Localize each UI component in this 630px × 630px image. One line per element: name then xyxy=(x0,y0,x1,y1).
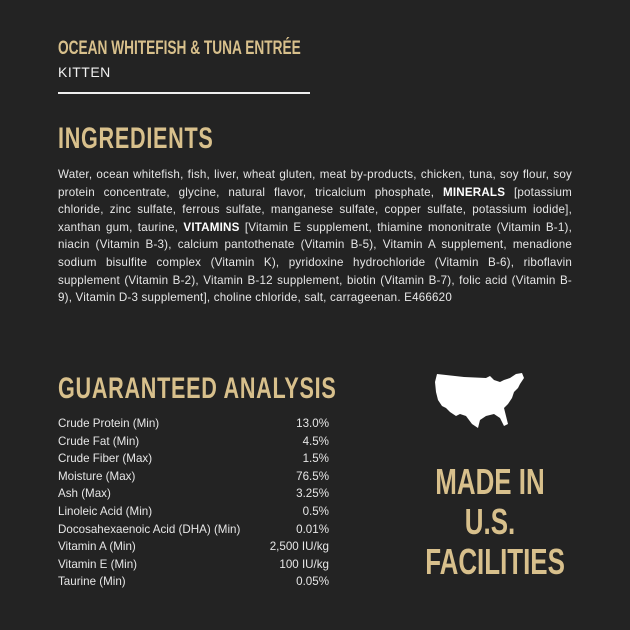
analysis-row: Crude Protein (Min) 13.0% xyxy=(58,415,329,433)
analysis-value: 0.01% xyxy=(296,522,329,536)
analysis-value: 3.25% xyxy=(296,487,329,501)
ingredients-text: Water, ocean whitefish, fish, liver, whe… xyxy=(58,166,572,307)
ingredients-part3: [Vitamin E supplement, thiamine mononitr… xyxy=(58,220,573,305)
ingredients-heading: INGREDIENTS xyxy=(58,122,214,155)
analysis-value: 76.5% xyxy=(296,469,329,483)
ingredients-part2: [potassium chloride, zinc sulfate, ferro… xyxy=(58,185,573,234)
analysis-label: Crude Protein (Min) xyxy=(58,417,160,430)
analysis-value: 0.05% xyxy=(296,575,329,589)
analysis-row: Moisture (Max) 76.5% xyxy=(58,468,329,486)
analysis-value: 0.5% xyxy=(302,504,329,518)
vitamins-label: VITAMINS xyxy=(183,220,240,234)
analysis-label: Ash (Max) xyxy=(58,487,111,501)
analysis-value: 4.5% xyxy=(302,434,329,448)
divider xyxy=(58,92,310,94)
analysis-value: 100 IU/kg xyxy=(279,557,329,571)
analysis-value: 1.5% xyxy=(302,452,329,466)
analysis-row: Ash (Max) 3.25% xyxy=(58,485,329,503)
analysis-label: Crude Fiber (Max) xyxy=(58,452,153,466)
analysis-row: Docosahexaenoic Acid (DHA) (Min) 0.01% xyxy=(58,521,329,539)
analysis-row: Vitamin A (Min) 2,500 IU/kg xyxy=(58,538,329,556)
product-title: OCEAN WHITEFISH & TUNA ENTRÉE xyxy=(58,38,301,59)
analysis-heading: GUARANTEED ANALYSIS xyxy=(58,372,337,405)
minerals-label: MINERALS xyxy=(443,185,506,199)
analysis-label: Taurine (Min) xyxy=(58,575,126,589)
made-in-line-2: U.S. xyxy=(464,501,516,542)
usa-map-icon xyxy=(435,373,524,428)
product-subtitle: KITTEN xyxy=(58,64,111,80)
made-in-usa-badge: MADE IN U.S. FACILITIES xyxy=(400,462,580,582)
analysis-label: Moisture (Max) xyxy=(58,469,136,483)
made-in-line-3: FACILITIES xyxy=(425,541,565,582)
analysis-label: Linoleic Acid (Min) xyxy=(58,504,153,518)
analysis-label: Vitamin E (Min) xyxy=(58,557,138,571)
analysis-row: Crude Fiber (Max) 1.5% xyxy=(58,450,329,468)
analysis-value: 13.0% xyxy=(296,417,329,430)
analysis-row: Linoleic Acid (Min) 0.5% xyxy=(58,503,329,521)
analysis-label: Docosahexaenoic Acid (DHA) (Min) xyxy=(58,522,241,536)
analysis-table: Crude Protein (Min) 13.0% Crude Fat (Min) 4… xyxy=(58,415,329,591)
analysis-row: Taurine (Min) 0.05% xyxy=(58,573,329,591)
analysis-label: Vitamin A (Min) xyxy=(58,540,136,554)
analysis-value: 2,500 IU/kg xyxy=(269,540,329,554)
analysis-row: Vitamin E (Min) 100 IU/kg xyxy=(58,556,329,574)
analysis-label: Crude Fat (Min) xyxy=(58,434,140,448)
made-in-line-1: MADE IN xyxy=(435,461,545,502)
ingredients-part1: Water, ocean whitefish, fish, liver, whe… xyxy=(58,168,572,199)
analysis-row: Crude Fat (Min) 4.5% xyxy=(58,433,329,451)
